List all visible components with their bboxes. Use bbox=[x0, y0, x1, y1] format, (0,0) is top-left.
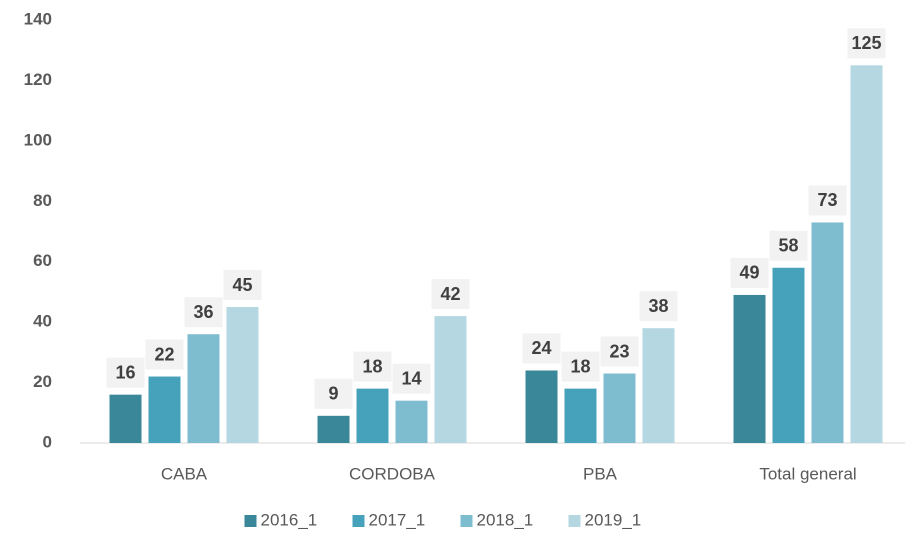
data-label: 125 bbox=[851, 33, 881, 53]
data-label: 58 bbox=[778, 236, 798, 256]
data-label-bg bbox=[808, 185, 847, 216]
bar bbox=[187, 334, 220, 443]
legend-swatch bbox=[460, 515, 473, 527]
data-label: 49 bbox=[739, 263, 759, 283]
data-label-bg bbox=[145, 339, 184, 370]
y-tick-label: 60 bbox=[33, 251, 52, 270]
bar bbox=[772, 267, 805, 443]
bar bbox=[395, 400, 428, 443]
data-label: 45 bbox=[232, 275, 252, 295]
y-tick-label: 100 bbox=[24, 130, 52, 149]
legend-label: 2019_1 bbox=[585, 510, 642, 529]
data-label: 23 bbox=[609, 341, 629, 361]
data-label-bg bbox=[730, 257, 769, 288]
legend-label: 2018_1 bbox=[477, 510, 534, 529]
data-label-bg bbox=[392, 363, 431, 394]
data-label-bg bbox=[184, 297, 223, 328]
data-label: 18 bbox=[362, 356, 382, 376]
data-label: 24 bbox=[531, 338, 551, 358]
bar bbox=[564, 388, 597, 443]
y-tick-label: 120 bbox=[24, 70, 52, 89]
bar bbox=[226, 307, 259, 443]
bar bbox=[109, 394, 142, 443]
x-tick-label: Total general bbox=[759, 464, 856, 483]
bar bbox=[148, 376, 181, 443]
data-label: 16 bbox=[115, 362, 135, 382]
legend-swatch bbox=[568, 515, 581, 527]
y-tick-label: 140 bbox=[24, 9, 52, 28]
data-label: 14 bbox=[401, 368, 421, 388]
bar bbox=[603, 373, 636, 443]
data-label-bg bbox=[561, 351, 600, 382]
data-label-bg bbox=[769, 230, 808, 261]
data-label: 73 bbox=[817, 190, 837, 210]
data-label: 18 bbox=[570, 356, 590, 376]
data-label: 22 bbox=[154, 344, 174, 364]
data-label-bg bbox=[431, 279, 470, 310]
bar bbox=[850, 65, 883, 444]
bar bbox=[434, 316, 467, 443]
legend-swatch bbox=[244, 515, 257, 527]
bar bbox=[811, 222, 844, 443]
bar bbox=[642, 328, 675, 443]
legend-label: 2017_1 bbox=[369, 510, 426, 529]
data-label: 9 bbox=[328, 384, 338, 404]
data-label-bg bbox=[106, 357, 145, 388]
data-label: 42 bbox=[440, 284, 460, 304]
bar bbox=[733, 294, 766, 443]
x-tick-label: CORDOBA bbox=[349, 464, 436, 483]
data-label-bg bbox=[223, 270, 262, 301]
data-label-bg bbox=[639, 291, 678, 322]
data-label: 38 bbox=[648, 296, 668, 316]
bar bbox=[317, 415, 350, 443]
data-label-bg bbox=[353, 351, 392, 382]
data-label: 36 bbox=[193, 302, 213, 322]
x-tick-label: CABA bbox=[161, 464, 208, 483]
y-tick-label: 40 bbox=[33, 312, 52, 331]
data-label-bg bbox=[847, 28, 886, 59]
legend-label: 2016_1 bbox=[261, 510, 318, 529]
data-label-bg bbox=[314, 378, 353, 409]
data-label-bg bbox=[522, 333, 561, 364]
x-tick-label: PBA bbox=[583, 464, 618, 483]
y-tick-label: 0 bbox=[43, 432, 52, 451]
legend-swatch bbox=[352, 515, 365, 527]
data-label-bg bbox=[600, 336, 639, 367]
bar bbox=[356, 388, 389, 443]
y-tick-label: 20 bbox=[33, 372, 52, 391]
y-tick-label: 80 bbox=[33, 191, 52, 210]
bar bbox=[525, 370, 558, 443]
